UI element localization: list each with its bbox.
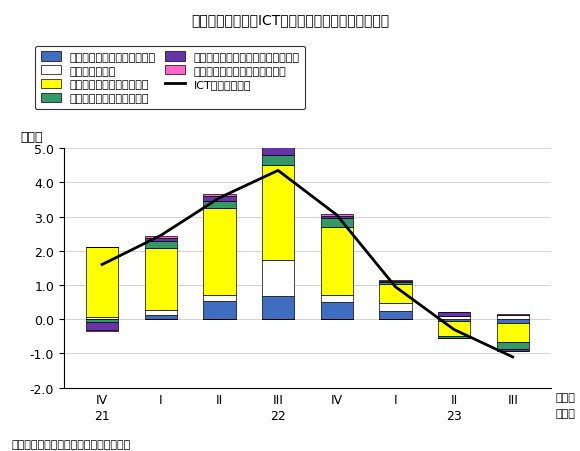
Text: （％）: （％） — [20, 131, 42, 144]
Bar — [438, 321, 470, 336]
Bar — [438, 336, 470, 338]
Bar — [144, 249, 177, 310]
Bar — [379, 283, 412, 285]
Bar — [438, 316, 470, 320]
Bar — [379, 280, 412, 281]
Bar — [262, 145, 294, 147]
Bar — [379, 311, 412, 320]
Bar — [144, 315, 177, 320]
Bar — [496, 349, 529, 351]
Text: 23: 23 — [446, 409, 462, 422]
Bar — [203, 202, 235, 208]
Bar — [86, 322, 118, 330]
Bar — [262, 165, 294, 261]
Bar — [496, 324, 529, 342]
Text: （期）: （期） — [556, 392, 576, 402]
Bar — [262, 147, 294, 156]
Bar — [321, 216, 353, 219]
Bar — [203, 195, 235, 197]
Bar — [379, 285, 412, 303]
Bar — [144, 310, 177, 315]
Bar — [321, 219, 353, 227]
Bar — [496, 315, 529, 320]
Bar — [144, 238, 177, 241]
Bar — [144, 237, 177, 238]
Bar — [262, 156, 294, 165]
Bar — [496, 320, 529, 324]
Legend: 電算機類（含部品）・寄与度, 通信機・寄与度, 半導体等電子部品・寄与度, 半導体等製造装置・寄与度, 音響・映像機器（含部品）・寄与度, 記録媒体（含記録済）: 電算機類（含部品）・寄与度, 通信機・寄与度, 半導体等電子部品・寄与度, 半導… — [35, 47, 305, 110]
Bar — [86, 317, 118, 320]
Bar — [203, 197, 235, 202]
Text: 21: 21 — [94, 409, 110, 422]
Bar — [203, 208, 235, 296]
Bar — [86, 330, 118, 331]
Bar — [321, 303, 353, 320]
Bar — [438, 320, 470, 321]
Bar — [379, 281, 412, 283]
Bar — [262, 261, 294, 297]
Bar — [321, 214, 353, 216]
Text: 輸入総額に占めるICT関連輸入（品目別）の寄与度: 輸入総額に占めるICT関連輸入（品目別）の寄与度 — [191, 14, 389, 28]
Bar — [321, 296, 353, 303]
Bar — [438, 313, 470, 316]
Bar — [144, 241, 177, 249]
Bar — [379, 303, 412, 311]
Bar — [438, 312, 470, 313]
Bar — [262, 297, 294, 320]
Text: （出所）財務省「貿易統計」から作成。: （出所）財務省「貿易統計」から作成。 — [12, 439, 131, 449]
Bar — [321, 227, 353, 296]
Bar — [496, 342, 529, 349]
Bar — [203, 296, 235, 302]
Text: （年）: （年） — [556, 409, 576, 419]
Bar — [86, 247, 118, 317]
Bar — [203, 302, 235, 320]
Text: 22: 22 — [270, 409, 286, 422]
Bar — [86, 320, 118, 322]
